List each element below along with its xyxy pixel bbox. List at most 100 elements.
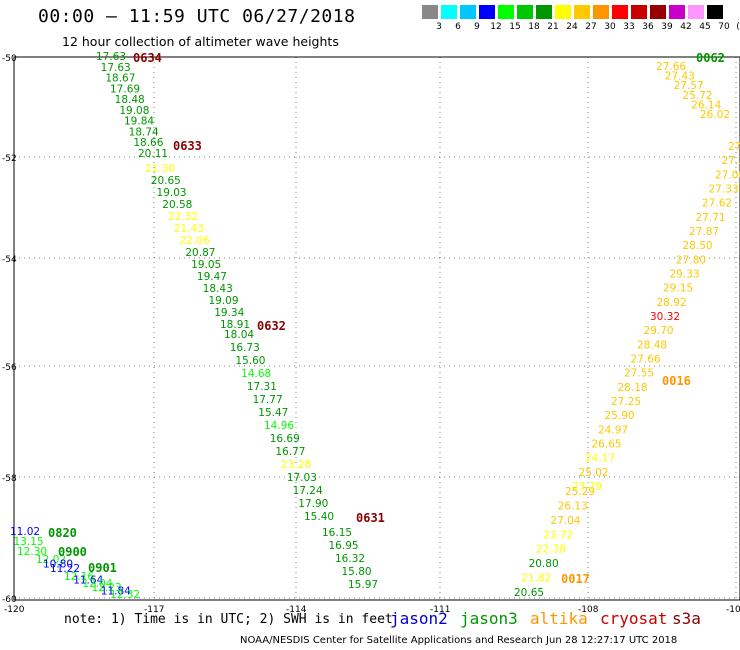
colorbar-swatch (460, 5, 476, 19)
wave-height-value: 18.48 (115, 94, 145, 106)
wave-height-value: 28.18 (618, 382, 648, 394)
wave-height-value: 20.65 (514, 587, 544, 599)
page-title: 00:00 – 11:59 UTC 06/27/2018 (38, 6, 356, 27)
pass-time-label: 0632 (257, 319, 286, 333)
latitude-label: -58 (2, 474, 17, 484)
colorbar-swatch (631, 5, 647, 19)
longitude-label: -117 (144, 605, 164, 615)
wave-height-value: 27.66 (656, 61, 686, 73)
colorbar-swatch (498, 5, 514, 19)
satellite-name: jason3 (460, 609, 518, 628)
wave-height-value: 18.43 (203, 283, 233, 295)
colorbar-label: 36 (642, 22, 654, 32)
colorbar-label: 70 (718, 22, 730, 32)
wave-height-value: 19.08 (119, 105, 149, 117)
wave-height-value: 11.64 (73, 575, 103, 587)
pass-time-label: 0900 (58, 545, 87, 559)
footer-note: note: 1) Time is in UTC; 2) SWH is in fe… (64, 612, 393, 627)
longitude-label: -120 (4, 605, 25, 615)
wave-height-value: 29.15 (663, 283, 693, 295)
colorbar-label: 21 (547, 22, 559, 32)
wave-height-value: 15.60 (235, 355, 265, 367)
wave-height-value: 27.55 (624, 368, 654, 380)
longitude-label: -114 (286, 605, 307, 615)
pass-time-label: 0634 (133, 51, 162, 65)
pass-time-label: 0062 (696, 51, 725, 65)
wave-height-value: 12.32 (110, 589, 140, 601)
wave-height-value: 19.03 (157, 187, 187, 199)
satellite-name: jason2 (390, 609, 448, 628)
colorbar-label: (ft) (736, 22, 740, 32)
wave-height-value: 16.77 (275, 446, 305, 458)
wave-height-value: 28.92 (657, 297, 687, 309)
pass-time-label: 0017 (561, 572, 590, 586)
colorbar-label: 45 (699, 22, 711, 32)
colorbar-swatch (707, 5, 723, 19)
wave-height-value: 29.33 (670, 269, 700, 281)
wave-height-value: 20.80 (529, 558, 559, 570)
wave-height-value: 10.80 (43, 559, 73, 571)
wave-height-value: 12.16 (64, 571, 94, 583)
longitude-label: -10 (726, 605, 740, 615)
wave-height-value: 24.97 (598, 424, 628, 436)
wave-height-value: 23.79 (572, 481, 602, 493)
wave-height-value: 12.30 (17, 546, 47, 558)
wave-height-value: 27.88 (728, 141, 740, 153)
wave-height-value: 27.80 (676, 254, 706, 266)
map-frame (13, 56, 740, 601)
wave-height-value: 12.04 (82, 578, 112, 590)
wave-height-value: 17.63 (101, 62, 131, 74)
colorbar-swatch (574, 5, 590, 19)
colorbar-label: 39 (661, 22, 673, 32)
wave-height-value: 25.29 (565, 486, 595, 498)
wave-height-value: 19.84 (124, 116, 154, 128)
wave-height-value: 27.33 (709, 184, 739, 196)
colorbar-label: 24 (566, 22, 578, 32)
wave-height-value: 18.74 (129, 126, 159, 138)
wave-height-value: 11.02 (10, 526, 40, 538)
wave-height-value: 20.87 (185, 247, 215, 259)
wave-height-value: 30.32 (650, 311, 680, 323)
colorbar-swatch (441, 5, 457, 19)
latitude-label: -50 (2, 54, 17, 64)
wave-height-value: 17.90 (298, 498, 328, 510)
wave-height-value: 27.25 (611, 396, 641, 408)
wave-height-value: 25.90 (605, 410, 635, 422)
wave-height-value: 19.09 (208, 295, 238, 307)
colorbar-label: 18 (528, 22, 540, 32)
wave-height-value: 17.63 (96, 51, 126, 63)
pass-time-label: 0016 (662, 374, 691, 388)
latitude-label: -56 (2, 363, 17, 373)
wave-height-value: 25.02 (579, 467, 609, 479)
wave-height-value: 23.72 (543, 529, 573, 541)
wave-height-value: 26.14 (691, 99, 721, 111)
wave-height-value: 18.66 (133, 137, 163, 149)
satellite-name: s3a (672, 609, 701, 628)
colorbar-label: 15 (509, 22, 521, 32)
wave-height-value: 15.47 (258, 407, 288, 419)
wave-height-value: 27.04 (550, 515, 580, 527)
wave-height-value: 27.87 (689, 226, 719, 238)
wave-height-value: 21.30 (145, 163, 175, 175)
wave-height-value: 26.13 (558, 500, 588, 512)
wave-height-value: 19.47 (197, 271, 227, 283)
pass-time-label: 0631 (356, 511, 385, 525)
wave-height-value: 22.06 (180, 235, 210, 247)
wave-height-value: 24.17 (585, 453, 615, 465)
wave-height-value: 17.24 (293, 485, 323, 497)
wave-height-value: 14.68 (241, 368, 271, 380)
wave-height-value: 16.15 (322, 527, 352, 539)
wave-height-value: 23.28 (281, 459, 311, 471)
longitude-label: -108 (578, 605, 599, 615)
colorbar-swatch (517, 5, 533, 19)
wave-height-value: 17.31 (247, 381, 277, 393)
satellite-name: cryosat (600, 609, 668, 628)
wave-height-value: 28.50 (683, 240, 713, 252)
wave-height-value: 18.04 (224, 329, 254, 341)
satellite-name: altika (530, 609, 588, 628)
latitude-label: -52 (2, 154, 17, 164)
pass-time-label: 0901 (88, 561, 117, 575)
wave-height-value: 11.84 (101, 585, 131, 597)
wave-height-value: 27.62 (702, 198, 732, 210)
